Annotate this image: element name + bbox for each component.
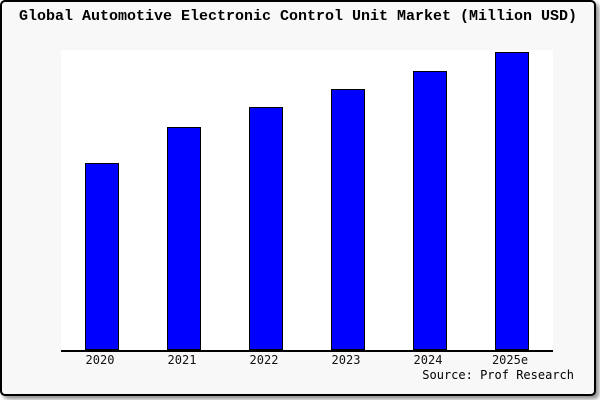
bar-2022 <box>249 107 283 350</box>
bar-2020 <box>85 163 119 350</box>
bar-2021 <box>167 126 201 350</box>
source-text: Source: Prof Research <box>422 368 574 382</box>
bar-2024 <box>413 71 447 350</box>
chart-title: Global Automotive Electronic Control Uni… <box>18 8 578 25</box>
bar-2025e <box>495 52 529 350</box>
bar-2023 <box>331 89 365 350</box>
plot-area <box>61 50 553 352</box>
